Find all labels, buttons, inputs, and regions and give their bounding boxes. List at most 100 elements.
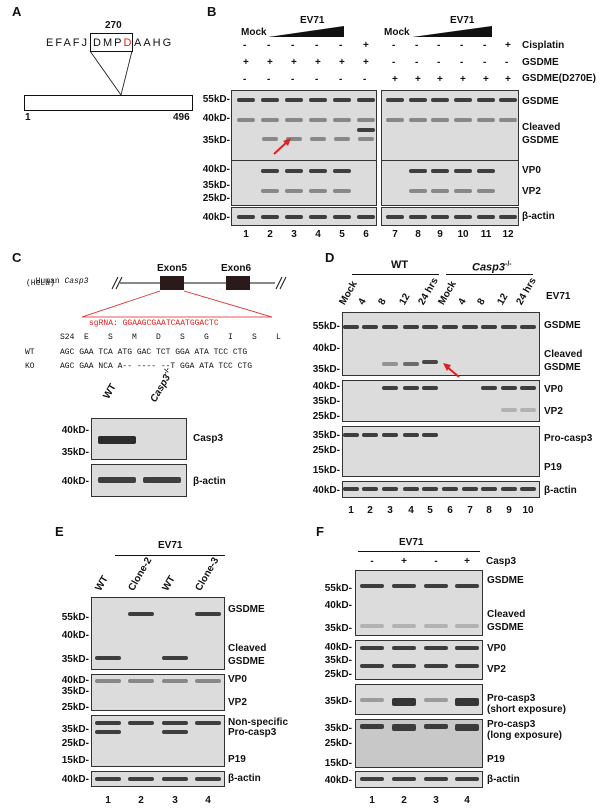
panel-b-blot-actin-right xyxy=(381,207,519,226)
panel-b-band-vp0 xyxy=(309,169,327,173)
panel-f-sign: - xyxy=(434,556,438,567)
panel-e-band-actin xyxy=(195,777,221,781)
panel-d-mw-40b: 40kD- xyxy=(312,381,340,392)
panel-b-band-gsdme xyxy=(409,98,427,102)
panel-b-band-vp0 xyxy=(285,169,303,173)
panel-b-sign-gsd: - xyxy=(437,57,441,68)
panel-e-ev71-line xyxy=(115,555,225,556)
panel-c-wt-seq: AGC GAA TCA ATG GAC TCT GGA ATA TCC CTG xyxy=(60,348,248,357)
panel-b-band-cleaved xyxy=(334,137,350,141)
panel-b-band-gsdme xyxy=(285,98,303,102)
panel-b-lane-number: 12 xyxy=(502,229,514,240)
panel-d-mw-15: 15kD- xyxy=(312,465,340,476)
panel-b-band-actin xyxy=(309,215,327,219)
panel-b-band-gsdme xyxy=(477,98,495,102)
panel-e-mw-25b: 25kD- xyxy=(61,738,89,749)
panel-d-mw-35c: 35kD- xyxy=(312,430,340,441)
panel-f-label-vp0: VP0 xyxy=(487,643,506,654)
panel-d-band-cleaved xyxy=(403,362,419,366)
panel-d-column-label: 4 xyxy=(356,296,369,307)
panel-f-band-procasp3-long xyxy=(392,724,416,731)
panel-e-band-nonspecific xyxy=(95,721,121,725)
panel-a-seq-right: AAHG xyxy=(134,37,174,49)
panel-b-sign-cis: - xyxy=(415,40,419,51)
panel-a-seq-box-dmp: DMP xyxy=(93,37,124,49)
panel-b-lane-number: 6 xyxy=(363,229,369,240)
panel-b-band-40 xyxy=(431,118,449,122)
panel-f-label-cleaved: Cleaved xyxy=(487,609,526,620)
panel-e-label-procasp3: Pro-casp3 xyxy=(228,727,277,738)
panel-d-column-label: 8 xyxy=(376,296,389,307)
panel-b-lane-number: 2 xyxy=(267,229,273,240)
panel-f-band-cleaved xyxy=(424,624,448,628)
panel-e-mw-40a: 40kD- xyxy=(61,630,89,641)
panel-d-band-actin xyxy=(442,487,458,491)
panel-b-mw-35a: 35kD- xyxy=(202,135,230,146)
panel-f-label-short-exposure: (short exposure) xyxy=(487,704,566,715)
panel-d-label-cleaved-gsdme: GSDME xyxy=(544,362,581,373)
panel-d-lane-number: 10 xyxy=(522,505,534,516)
panel-d-label-actin: β-actin xyxy=(544,485,577,496)
panel-f-lane-number: 4 xyxy=(464,795,470,806)
panel-d-band-vp0 xyxy=(481,386,497,390)
panel-f-band-vp2 xyxy=(392,664,416,668)
panel-b-band-gsdme xyxy=(261,98,279,102)
panel-c-wt-label: WT xyxy=(25,348,35,357)
panel-e-mw-35b: 35kD- xyxy=(61,686,89,697)
panel-b-band-40 xyxy=(454,118,472,122)
panel-b-ev71-right: EV71 xyxy=(450,15,475,26)
panel-d-mw-35b: 35kD- xyxy=(312,396,340,407)
panel-b-band-vp0 xyxy=(261,169,279,173)
panel-b-row-gsdme: GSDME xyxy=(522,57,559,68)
panel-b-band-40 xyxy=(386,118,404,122)
panel-e-band-cleaved xyxy=(95,656,121,660)
panel-e-column-label: Clone-3 xyxy=(193,555,222,593)
panel-b-label-cleaved: Cleaved xyxy=(522,122,561,133)
panel-e-label-nonspecific: Non-specific xyxy=(228,717,289,728)
panel-d-mw-55: 55kD- xyxy=(312,321,340,332)
panel-d-lane-number: 7 xyxy=(467,505,473,516)
panel-b-lane-number: 3 xyxy=(291,229,297,240)
panel-d-mw-25b: 25kD- xyxy=(312,445,340,456)
panel-c-exon6: Exon6 xyxy=(221,263,252,274)
panel-b-band-vp2 xyxy=(409,189,427,193)
panel-b-band-gsdme xyxy=(431,98,449,102)
panel-b-band-40 xyxy=(409,118,427,122)
panel-d-band-gsdme xyxy=(501,325,517,329)
panel-b-band-vp2 xyxy=(477,189,495,193)
panel-f-label-gsdme: GSDME xyxy=(487,575,524,586)
panel-b-ev71-left: EV71 xyxy=(300,15,325,26)
panel-d-column-label: 24 hrs xyxy=(514,275,539,307)
panel-b-sign-cis: - xyxy=(339,40,343,51)
panel-d-band-vp0 xyxy=(501,386,517,390)
panel-a-protein-bar xyxy=(24,95,193,111)
panel-b-sign-cis: - xyxy=(437,40,441,51)
panel-d-band-gsdme xyxy=(362,325,378,329)
panel-a-seq-box-d: D xyxy=(123,37,134,49)
panel-b-sign-mut: - xyxy=(339,74,343,85)
panel-b-band-gsdme xyxy=(309,98,327,102)
panel-f-band-vp0 xyxy=(360,646,384,650)
panel-a-end: 496 xyxy=(173,112,190,123)
panel-b-sign-gsd: - xyxy=(392,57,396,68)
panel-b-label-actin: β-actin xyxy=(522,211,555,222)
panel-d-wt-line xyxy=(352,274,439,275)
panel-d-band-vp2 xyxy=(520,408,536,412)
panel-b-sign-gsd: + xyxy=(291,57,297,68)
panel-e-mw-40c: 40kD- xyxy=(61,774,89,785)
panel-e-label-vp2: VP2 xyxy=(228,697,247,708)
panel-e-lane-number: 1 xyxy=(105,795,111,806)
panel-d-blot-casp3 xyxy=(342,426,540,477)
panel-f-blot-gsdme xyxy=(355,570,483,636)
panel-b-band-gsdme xyxy=(454,98,472,102)
panel-b-band-40 xyxy=(261,118,279,122)
panel-b-sign-mut: - xyxy=(243,74,247,85)
panel-e-label-vp0: VP0 xyxy=(228,674,247,685)
panel-f-label-long-exposure: (long exposure) xyxy=(487,730,563,741)
panel-f-sign: + xyxy=(401,556,407,567)
panel-b-sign-gsd: - xyxy=(505,57,509,68)
panel-b-sign-mut: - xyxy=(315,74,319,85)
panel-b-sign-gsd: + xyxy=(363,57,369,68)
panel-f-band-procasp3-short xyxy=(392,698,416,706)
panel-b-band-actin xyxy=(357,215,375,219)
